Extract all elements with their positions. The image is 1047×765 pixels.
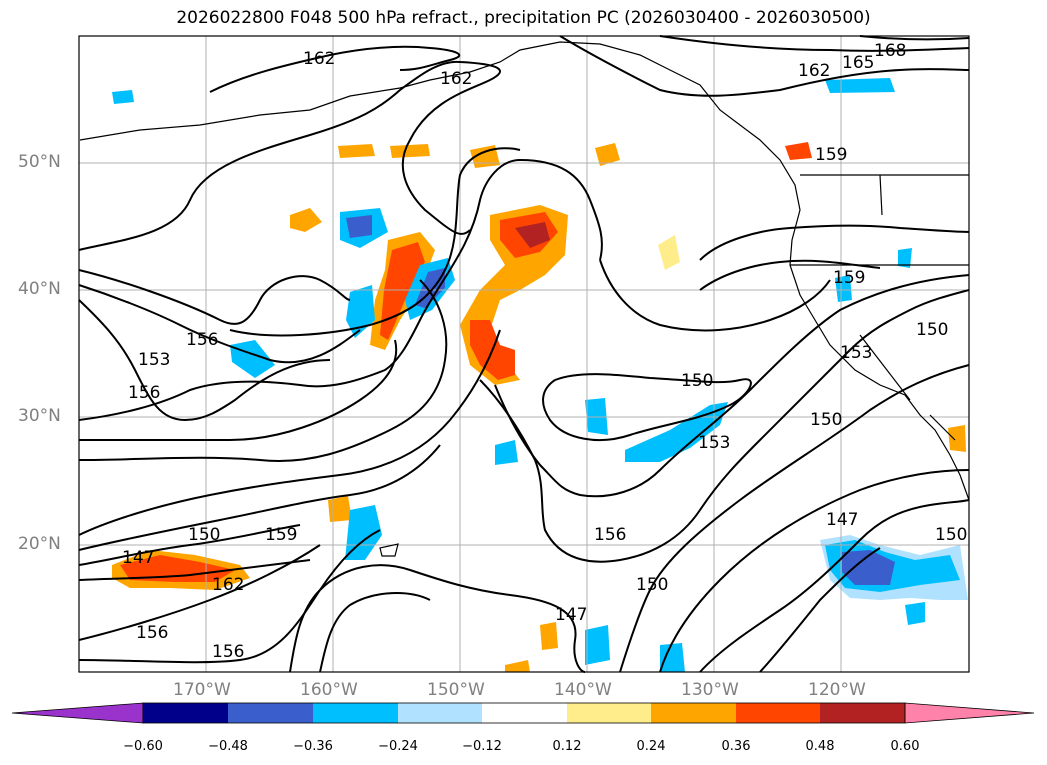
- map-title: 2026022800 F048 500 hPa refract., precip…: [176, 8, 871, 28]
- colorbar-tick-label: −0.60: [123, 739, 163, 754]
- longitude-label: 170°W: [173, 680, 231, 700]
- precip-area: [495, 440, 518, 465]
- colorbar-swatch: [567, 703, 651, 723]
- contour-label: 150: [681, 371, 713, 391]
- precip-area: [905, 602, 925, 625]
- precip-area: [505, 660, 530, 672]
- coastlines: [79, 41, 970, 557]
- colorbar-swatch: [313, 703, 398, 723]
- contour-label: 150: [916, 320, 948, 340]
- contour-label: 162: [798, 61, 830, 81]
- precip-area: [842, 550, 895, 585]
- contour-label: 162: [440, 69, 472, 89]
- longitude-label: 140°W: [554, 680, 612, 700]
- precip-area: [328, 496, 352, 522]
- colorbar-extend-high: [904, 702, 1035, 724]
- colorbar-tick-label: 0.60: [890, 739, 920, 754]
- contour-label: 153: [138, 350, 170, 370]
- contour-label-group: 162 162 168 165 162 159 159 150 153 156 …: [122, 41, 967, 662]
- colorbar-extend-low: [11, 702, 144, 724]
- contour-label: 156: [186, 330, 218, 350]
- contour-label: 159: [815, 145, 847, 165]
- colorbar-tick-label: −0.48: [208, 739, 248, 754]
- colorbar-swatch: [651, 703, 736, 723]
- precip-area: [595, 143, 620, 166]
- colorbar-swatch: [228, 703, 313, 723]
- precip-area: [948, 425, 966, 452]
- precip-area: [585, 625, 610, 665]
- contour-label: 153: [840, 343, 872, 363]
- precip-area: [540, 622, 558, 650]
- contour-label: 153: [698, 433, 730, 453]
- contour-label: 147: [122, 548, 154, 568]
- colorbar-swatch: [482, 703, 567, 723]
- precip-area: [898, 248, 912, 268]
- precip-area: [345, 505, 382, 560]
- contour-label: 159: [265, 525, 297, 545]
- map-frame: [78, 35, 970, 673]
- longitude-label: 120°W: [808, 680, 866, 700]
- precip-area: [658, 235, 680, 270]
- colorbar-tick-label: 0.24: [636, 739, 666, 754]
- colorbar-tick-label: −0.12: [462, 739, 502, 754]
- precip-area: [290, 208, 322, 232]
- precip-area: [346, 215, 372, 238]
- contour-label: 150: [636, 575, 668, 595]
- precip-area: [825, 78, 895, 93]
- refractivity-contours: [78, 35, 970, 673]
- colorbar-tick-label: 0.48: [805, 739, 835, 754]
- colorbar-tick-label: 0.36: [721, 739, 751, 754]
- contour-label: 159: [833, 268, 865, 288]
- colorbar-outline: [142, 702, 906, 724]
- colorbar-tick-label: −0.36: [293, 739, 333, 754]
- colorbar-swatch: [398, 703, 482, 723]
- contour-label: 150: [935, 525, 967, 545]
- colorbar: [11, 702, 1035, 724]
- contour-label: 156: [128, 383, 160, 403]
- contour-label: 156: [594, 525, 626, 545]
- contour-label: 165: [842, 53, 874, 73]
- latitude-label: 50°N: [18, 152, 61, 172]
- contour-label: 162: [212, 575, 244, 595]
- contour-label: 156: [136, 623, 168, 643]
- contour-label: 162: [303, 49, 335, 69]
- precip-area: [660, 643, 685, 672]
- precip-area: [380, 242, 425, 340]
- colorbar-swatch: [736, 703, 820, 723]
- colorbar-tick-label: 0.12: [552, 739, 582, 754]
- contour-label: 156: [212, 642, 244, 662]
- precip-area: [785, 142, 812, 160]
- longitude-label: 130°W: [681, 680, 739, 700]
- colorbar-swatch: [143, 703, 228, 723]
- precip-area: [112, 90, 134, 104]
- precip-area: [835, 275, 852, 302]
- precip-area: [470, 145, 500, 168]
- longitude-label: 160°W: [300, 680, 358, 700]
- colorbar-swatch: [820, 703, 905, 723]
- latitude-label: 20°N: [18, 534, 61, 554]
- precip-area: [338, 144, 375, 158]
- latitude-label: 30°N: [18, 406, 61, 426]
- contour-label: 168: [874, 41, 906, 61]
- colorbar-tick-label: −0.24: [378, 739, 418, 754]
- contour-label: 147: [555, 605, 587, 625]
- contour-label: 150: [188, 525, 220, 545]
- precip-area: [515, 222, 550, 248]
- precip-area: [390, 144, 430, 158]
- contour-label: 147: [826, 510, 858, 530]
- contour-label: 150: [810, 410, 842, 430]
- longitude-label: 150°W: [427, 680, 485, 700]
- latitude-label: 40°N: [18, 279, 61, 299]
